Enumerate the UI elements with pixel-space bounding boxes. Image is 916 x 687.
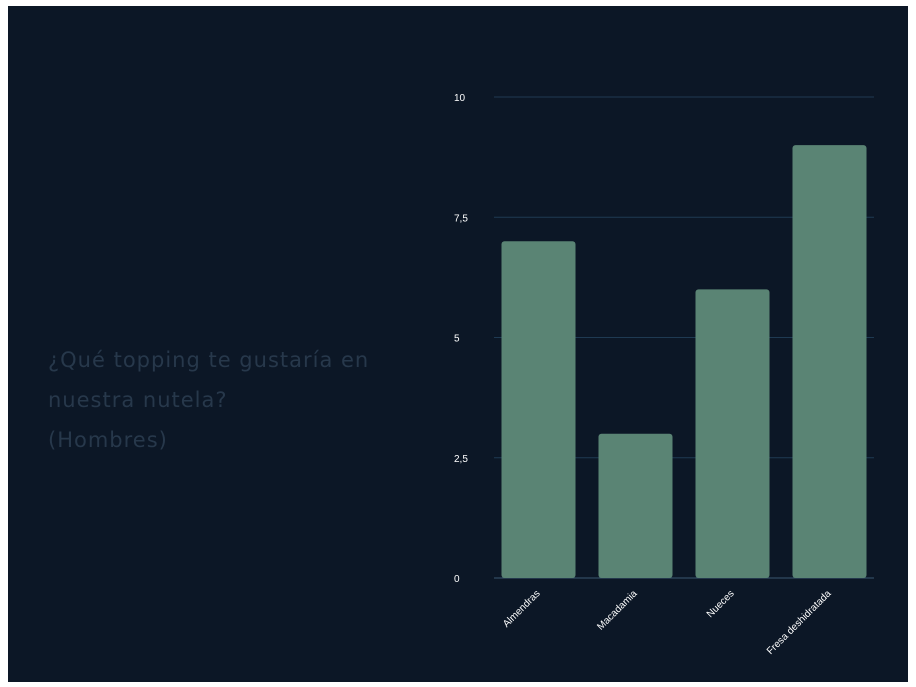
question-line-3: (Hombres) (48, 428, 168, 452)
question-text: ¿Qué topping te gustaría en nuestra nute… (48, 340, 428, 460)
question-line-1: ¿Qué topping te gustaría en (48, 348, 370, 372)
y-tick-label: 2,5 (454, 454, 468, 465)
x-category-label: Macadamia (595, 588, 640, 633)
bar (598, 433, 673, 578)
x-category-label: Nueces (705, 588, 737, 620)
y-axis-tick-labels: 0 2,5 5 7,5 10 (454, 93, 468, 585)
bar (501, 241, 576, 579)
x-category-label: Fresa deshidratada (765, 588, 834, 657)
bar (695, 289, 770, 578)
y-tick-label: 7,5 (454, 213, 468, 224)
y-tick-label: 0 (454, 574, 460, 585)
bars (501, 145, 867, 579)
bar-chart: 0 2,5 5 7,5 10 Almendras Macadamia Nueces Fresa… (454, 93, 874, 657)
slide: ¿Qué topping te gustaría en nuestra nute… (8, 6, 908, 682)
y-tick-label: 5 (454, 334, 460, 345)
x-axis-category-labels: Almendras Macadamia Nueces Fresa deshidrata… (501, 588, 834, 657)
bar (792, 145, 867, 578)
question-line-2: nuestra nutela? (48, 388, 228, 412)
x-category-label: Almendras (501, 588, 543, 630)
y-tick-label: 10 (454, 93, 466, 104)
